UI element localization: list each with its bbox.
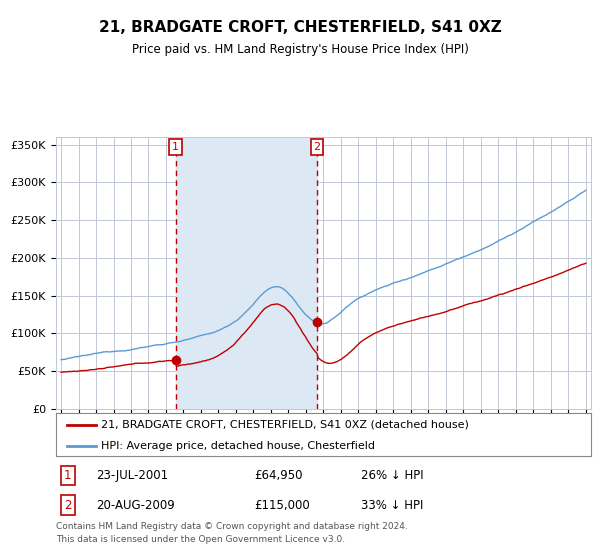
Text: 2: 2 bbox=[64, 498, 71, 512]
Text: 21, BRADGATE CROFT, CHESTERFIELD, S41 0XZ (detached house): 21, BRADGATE CROFT, CHESTERFIELD, S41 0X… bbox=[101, 420, 469, 430]
Text: HPI: Average price, detached house, Chesterfield: HPI: Average price, detached house, Ches… bbox=[101, 441, 375, 451]
Text: 1: 1 bbox=[64, 469, 71, 482]
Text: £64,950: £64,950 bbox=[254, 469, 302, 482]
Bar bbox=[176, 137, 317, 409]
Text: 20-AUG-2009: 20-AUG-2009 bbox=[96, 498, 175, 512]
Text: Price paid vs. HM Land Registry's House Price Index (HPI): Price paid vs. HM Land Registry's House … bbox=[131, 43, 469, 56]
Text: 33% ↓ HPI: 33% ↓ HPI bbox=[361, 498, 423, 512]
Text: 26% ↓ HPI: 26% ↓ HPI bbox=[361, 469, 424, 482]
Text: £115,000: £115,000 bbox=[254, 498, 310, 512]
Text: 1: 1 bbox=[172, 142, 179, 152]
Text: 2: 2 bbox=[313, 142, 320, 152]
Text: 21, BRADGATE CROFT, CHESTERFIELD, S41 0XZ: 21, BRADGATE CROFT, CHESTERFIELD, S41 0X… bbox=[98, 20, 502, 35]
Text: Contains HM Land Registry data © Crown copyright and database right 2024.: Contains HM Land Registry data © Crown c… bbox=[56, 522, 407, 531]
Text: 23-JUL-2001: 23-JUL-2001 bbox=[96, 469, 168, 482]
Text: This data is licensed under the Open Government Licence v3.0.: This data is licensed under the Open Gov… bbox=[56, 535, 345, 544]
